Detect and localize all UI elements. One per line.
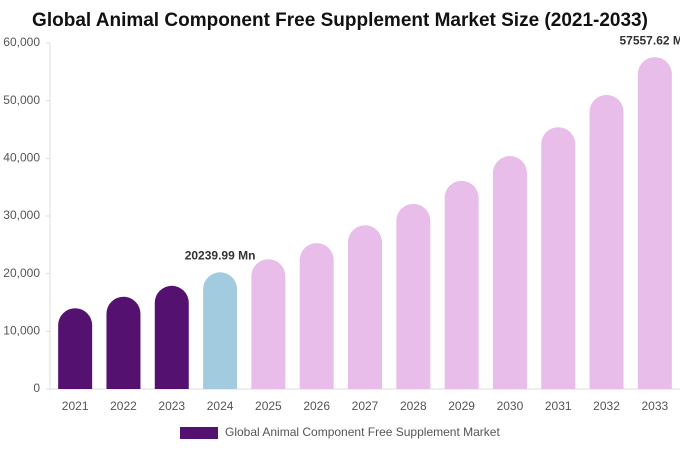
y-tick-label: 30,000	[3, 208, 40, 222]
bar	[492, 156, 527, 389]
bar	[203, 272, 238, 389]
x-tick-label: 2030	[497, 399, 524, 413]
bar	[396, 203, 431, 389]
x-tick-label: 2026	[303, 399, 330, 413]
y-tick-label: 0	[33, 381, 40, 395]
bar	[58, 308, 93, 389]
bar	[541, 127, 576, 389]
y-tick-label: 40,000	[3, 151, 40, 165]
y-tick-label: 10,000	[3, 324, 40, 338]
bar	[299, 243, 334, 389]
y-tick-label: 50,000	[3, 93, 40, 107]
legend-label: Global Animal Component Free Supplement …	[225, 425, 500, 439]
bar	[637, 57, 672, 390]
y-tick-label: 60,000	[3, 35, 40, 49]
x-tick-label: 2032	[593, 399, 620, 413]
x-tick-label: 2025	[255, 399, 282, 413]
bar	[444, 180, 479, 389]
bar	[348, 225, 382, 389]
x-tick-label: 2023	[158, 399, 185, 413]
y-tick-label: 20,000	[3, 266, 40, 280]
x-tick-label: 2027	[352, 399, 379, 413]
bar	[154, 285, 189, 389]
value-label: 57557.62 Mn	[619, 33, 680, 47]
x-tick-label: 2029	[448, 399, 475, 413]
x-tick-label: 2033	[641, 399, 668, 413]
x-tick-label: 2021	[62, 399, 89, 413]
legend-swatch	[180, 427, 218, 439]
bar	[589, 94, 624, 390]
bar	[106, 296, 141, 389]
x-tick-label: 2028	[400, 399, 427, 413]
x-tick-label: 2022	[110, 399, 137, 413]
x-tick-label: 2031	[545, 399, 572, 413]
chart-title: Global Animal Component Free Supplement …	[32, 10, 648, 31]
value-label: 20239.99 Mn	[185, 248, 256, 262]
x-tick-label: 2024	[207, 399, 234, 413]
bar	[251, 259, 286, 389]
